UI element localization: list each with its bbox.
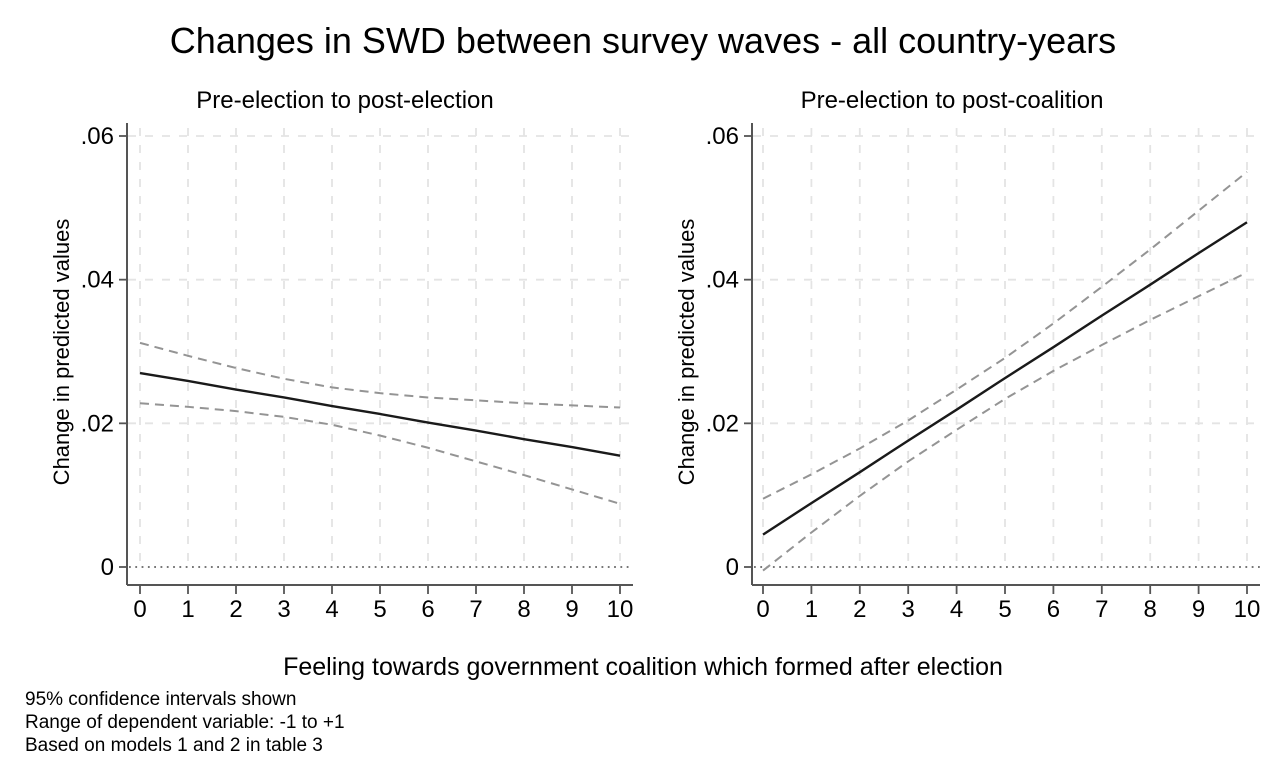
footnote-line-1: 95% confidence intervals shown [25,689,297,710]
x-tick-label: 1 [805,596,818,623]
y-tick-label: .02 [81,410,114,437]
x-tick-label: 2 [229,596,242,623]
y-tick-label: .02 [706,410,739,437]
y-tick-label: .06 [706,123,739,150]
x-tick-label: 4 [325,596,338,623]
x-tick-label: 7 [469,596,482,623]
footnote-line-2: Range of dependent variable: -1 to +1 [25,712,345,733]
footnote-line-3: Based on models 1 and 2 in table 3 [25,735,323,756]
x-tick-label: 10 [607,596,634,623]
x-tick-label: 3 [902,596,915,623]
ci-lower-line [762,271,1248,572]
x-tick-label: 9 [565,596,578,623]
x-tick-label: 0 [756,596,769,623]
x-tick-label: 8 [517,596,530,623]
fit-line [139,371,621,457]
chart-title: Changes in SWD between survey waves - al… [169,20,1117,61]
y-tick-label: 0 [101,554,114,581]
x-tick-label: 0 [133,596,146,623]
x-tick-label: 7 [1095,596,1108,623]
x-tick-label: 6 [421,596,434,623]
right-panel-title: Pre-election to post-coalition [800,87,1104,114]
x-tick-label: 2 [853,596,866,623]
x-tick-label: 5 [373,596,386,623]
left-panel-title: Pre-election to post-election [196,87,494,114]
ci-upper-line [139,341,621,409]
x-tick-label: 5 [998,596,1011,623]
x-tick-label: 1 [181,596,194,623]
fit-line [762,221,1248,536]
x-tick-label: 4 [950,596,963,623]
x-tick-label: 6 [1047,596,1060,623]
y-tick-label: .06 [81,123,114,150]
ci-upper-line [762,171,1248,500]
x-axis-label: Feeling towards government coalition whi… [283,653,1003,681]
ci-lower-line [139,402,621,505]
y-tick-label: .04 [706,267,739,294]
y-tick-label: .04 [81,267,114,294]
x-tick-label: 3 [277,596,290,623]
y-tick-label: 0 [726,554,739,581]
x-tick-label: 10 [1234,596,1261,623]
x-tick-label: 8 [1144,596,1157,623]
footnotes: 95% confidence intervals shown Range of … [25,688,345,757]
x-tick-label: 9 [1192,596,1205,623]
